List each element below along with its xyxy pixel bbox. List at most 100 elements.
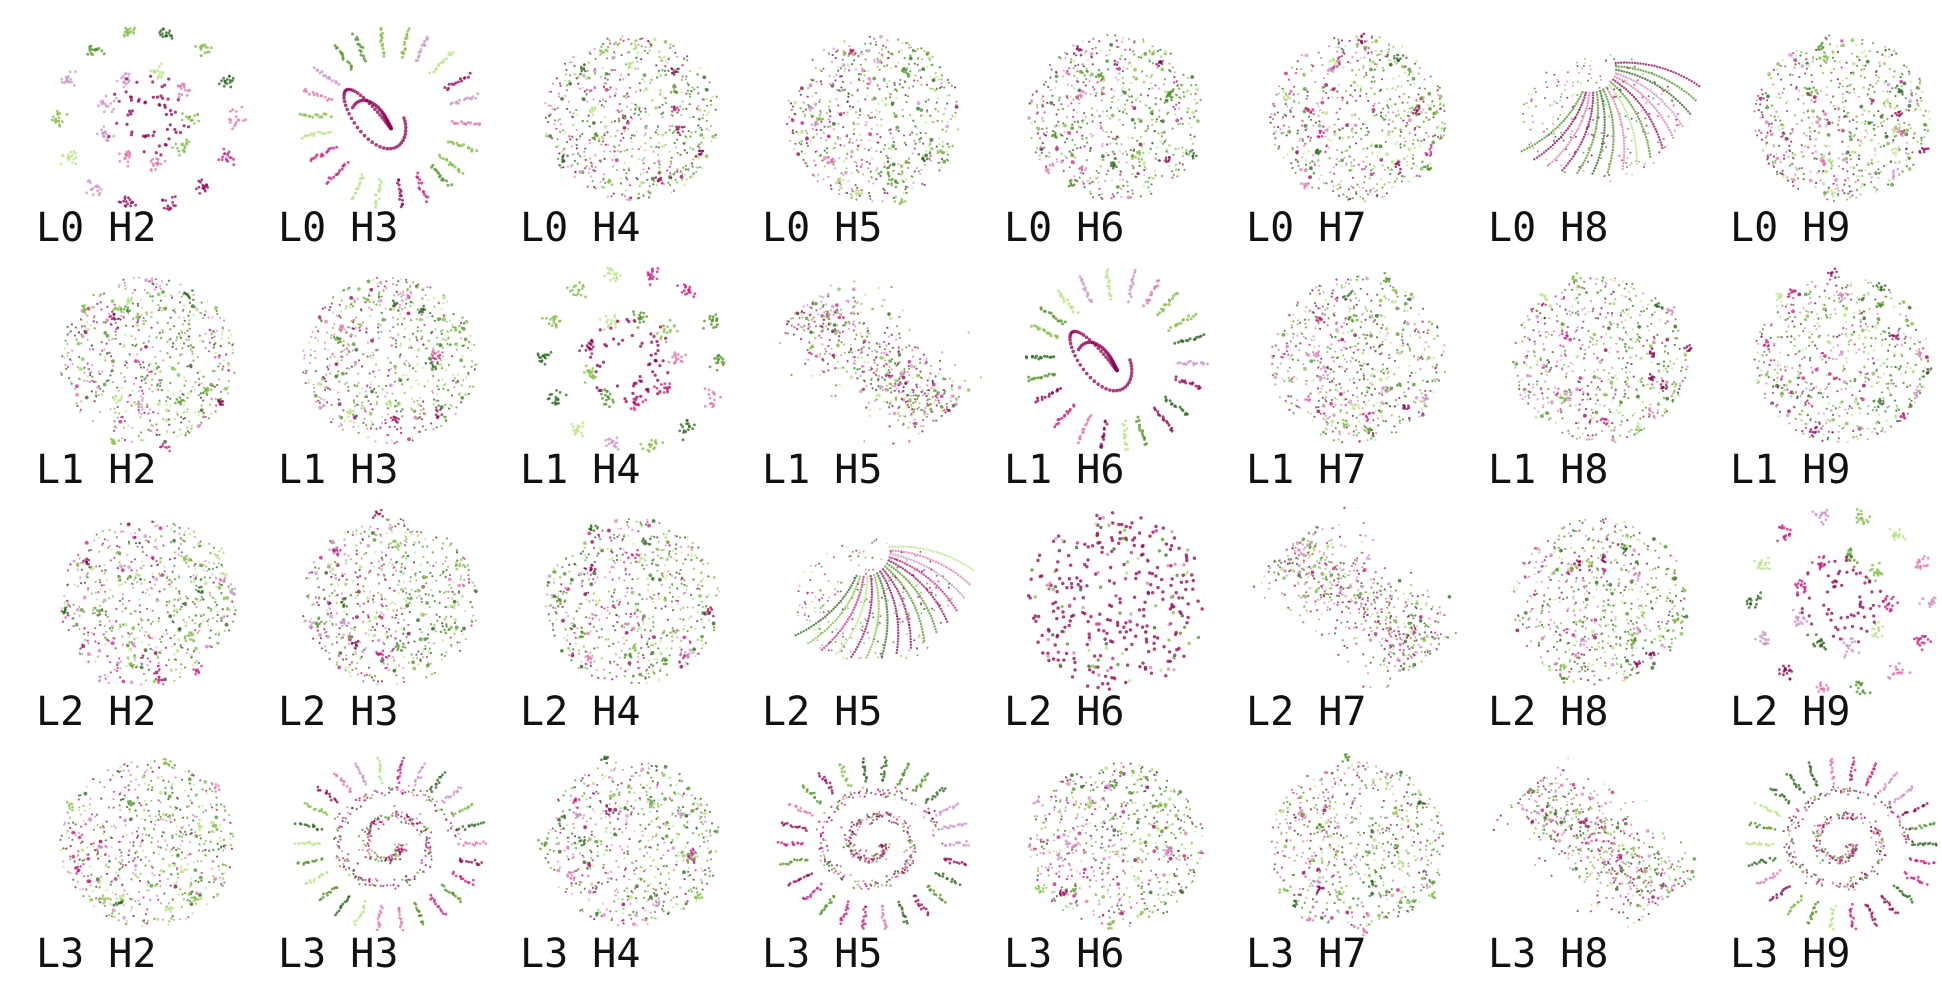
point [1372, 164, 1375, 167]
point [1075, 130, 1079, 134]
point [1678, 101, 1682, 105]
point [670, 105, 673, 108]
point [1591, 102, 1594, 105]
point [928, 58, 931, 61]
point [838, 157, 841, 160]
point [1151, 87, 1154, 90]
point [621, 35, 624, 38]
point [1352, 164, 1356, 168]
point [1612, 128, 1615, 131]
point [1651, 122, 1655, 126]
point [834, 56, 837, 60]
point [1415, 164, 1418, 167]
point [370, 140, 374, 144]
point [1621, 125, 1624, 129]
point [1830, 167, 1833, 170]
point [1576, 171, 1579, 175]
point [663, 40, 668, 44]
point [1543, 130, 1545, 133]
point [1371, 60, 1375, 65]
point [611, 158, 614, 161]
point [1545, 134, 1548, 138]
point [1098, 193, 1101, 197]
point [643, 157, 646, 160]
point [842, 178, 845, 182]
point [164, 34, 168, 38]
point [551, 82, 555, 85]
point [672, 44, 675, 48]
point [1164, 158, 1168, 162]
point [1771, 126, 1774, 129]
point [606, 78, 609, 81]
point [819, 111, 822, 114]
point [1418, 100, 1421, 103]
point [1589, 115, 1592, 118]
point [430, 165, 433, 169]
point [468, 71, 472, 75]
point [614, 68, 617, 72]
point [682, 107, 685, 111]
point [618, 42, 621, 45]
point [133, 26, 137, 30]
point [1392, 111, 1395, 114]
point [908, 46, 911, 49]
point [622, 115, 627, 120]
point [1054, 147, 1057, 150]
point [1133, 148, 1136, 151]
point [1566, 127, 1570, 130]
point [1371, 107, 1376, 112]
point [1398, 171, 1402, 174]
point [428, 71, 432, 75]
point [1081, 180, 1084, 184]
point [1151, 113, 1154, 116]
point [1403, 175, 1406, 178]
point [1391, 186, 1394, 189]
point [1399, 143, 1402, 146]
point [1775, 68, 1778, 71]
point [201, 186, 205, 190]
point [1150, 176, 1153, 179]
point [1905, 65, 1908, 68]
point [1633, 61, 1637, 65]
point [833, 160, 837, 163]
point [687, 130, 690, 133]
point [88, 179, 91, 183]
point [814, 150, 817, 153]
point [609, 86, 612, 89]
point [101, 102, 105, 105]
point [1143, 103, 1146, 106]
point [905, 191, 908, 194]
point [1602, 134, 1606, 138]
point [613, 120, 617, 123]
point [1815, 58, 1818, 61]
point [1582, 164, 1584, 167]
point [125, 122, 129, 126]
point [878, 68, 881, 71]
point [878, 88, 881, 91]
point [1420, 96, 1425, 100]
point [949, 117, 952, 121]
point [1095, 91, 1098, 94]
point [1773, 115, 1776, 118]
point [644, 45, 647, 48]
point [1384, 140, 1387, 143]
point [1083, 74, 1086, 77]
point [914, 125, 917, 128]
point [1134, 76, 1139, 81]
point [1168, 62, 1171, 65]
point [1656, 115, 1659, 118]
point [1381, 196, 1384, 199]
point [928, 137, 931, 140]
point [1172, 105, 1175, 108]
point [329, 115, 333, 119]
point [1653, 93, 1656, 96]
point [1605, 145, 1608, 148]
point [374, 202, 378, 206]
point [850, 194, 854, 197]
point [1667, 85, 1669, 88]
point [1644, 97, 1648, 100]
point [1558, 84, 1561, 87]
point [1777, 125, 1780, 128]
point [1612, 83, 1615, 86]
point [1928, 118, 1931, 121]
